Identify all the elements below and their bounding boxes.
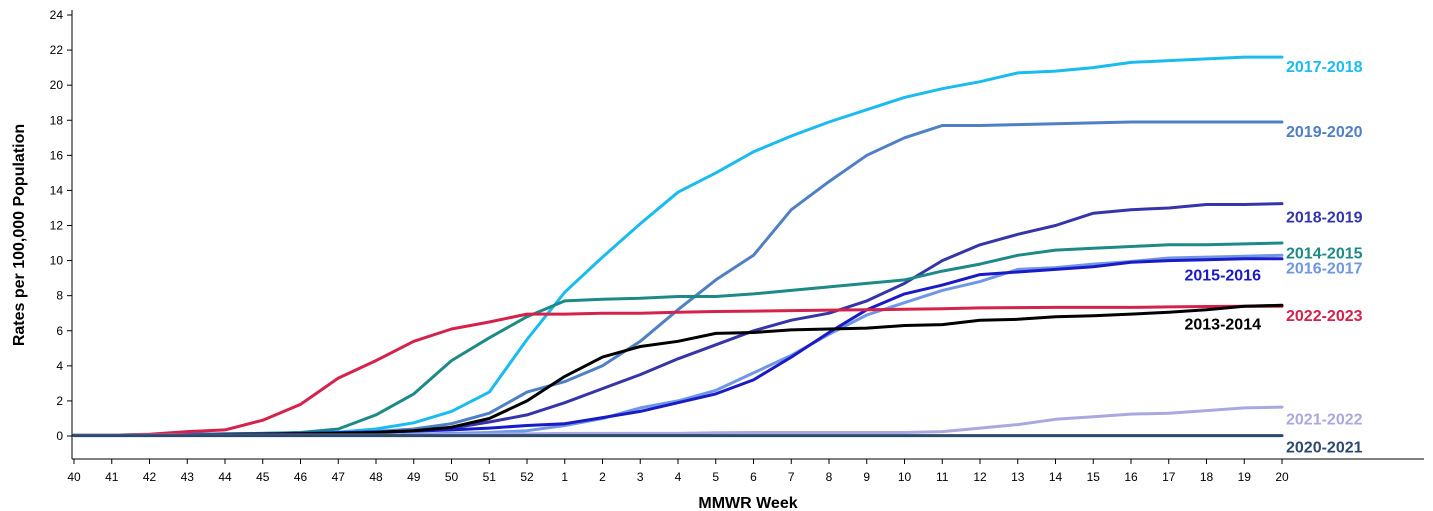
x-tick-label: 46 — [294, 470, 308, 484]
y-tick-label: 12 — [50, 219, 64, 233]
y-tick-label: 14 — [50, 183, 64, 197]
series-labels: 2017-2018 2019-2020 2018-2019 2014-20152016… — [1184, 59, 1362, 457]
series-label-2021-2022: 2021-2022 — [1286, 411, 1363, 428]
x-tick-label: 16 — [1124, 470, 1138, 484]
y-tick-label: 18 — [50, 113, 64, 127]
series-line-2017-2018 — [72, 55, 1284, 437]
series-line-2022-2023 — [72, 304, 1284, 437]
x-tick-label: 2 — [599, 470, 606, 484]
x-tick-label: 5 — [712, 470, 719, 484]
series-label-2018-2019: 2018-2019 — [1286, 210, 1363, 227]
x-tick-label: 6 — [750, 470, 757, 484]
y-tick-label: 10 — [50, 254, 64, 268]
series-label-2019-2020: 2019-2020 — [1286, 124, 1363, 141]
y-tick-label: 22 — [50, 43, 64, 57]
x-tick-label: 1 — [561, 470, 568, 484]
x-tick-label: 45 — [256, 470, 270, 484]
x-tick-label: 17 — [1162, 470, 1176, 484]
series-line-2016-2017 — [72, 253, 1284, 437]
x-tick-label: 19 — [1238, 470, 1252, 484]
x-tick-label: 20 — [1275, 470, 1289, 484]
y-tick-label: 16 — [50, 148, 64, 162]
x-tick-label: 50 — [445, 470, 459, 484]
series-label-2022-2023: 2022-2023 — [1286, 308, 1363, 325]
series-lines — [72, 55, 1284, 438]
x-tick-label: 15 — [1087, 470, 1101, 484]
x-tick-label: 10 — [898, 470, 912, 484]
x-tick-label: 7 — [788, 470, 795, 484]
y-tick-label: 4 — [56, 359, 63, 373]
series-label-2015-2016: 2015-2016 — [1184, 268, 1261, 285]
series-label-2016-2017: 2016-2017 — [1286, 261, 1363, 278]
x-tick-label: 44 — [218, 470, 232, 484]
x-axis-title: MMWR Week — [698, 495, 797, 511]
y-tick-label: 20 — [50, 78, 64, 92]
series-label-2017-2018: 2017-2018 — [1286, 59, 1363, 76]
x-tick-label: 42 — [143, 470, 157, 484]
series-line-2015-2016 — [72, 257, 1284, 437]
series-label-2014-2015: 2014-2015 — [1286, 246, 1363, 263]
x-tick-label: 8 — [826, 470, 833, 484]
x-tick-label: 9 — [863, 470, 870, 484]
series-line-2019-2020 — [72, 120, 1284, 437]
x-tick-label: 4 — [675, 470, 682, 484]
x-tick-label: 14 — [1049, 470, 1063, 484]
x-tick-label: 49 — [407, 470, 421, 484]
series-label-2020-2021: 2020-2021 — [1286, 440, 1363, 457]
y-tick-label: 2 — [56, 394, 63, 408]
x-tick-label: 40 — [67, 470, 81, 484]
x-tick-label: 51 — [483, 470, 497, 484]
y-tick-label: 0 — [56, 429, 63, 443]
x-tick-label: 41 — [105, 470, 119, 484]
x-tick-label: 47 — [332, 470, 346, 484]
x-tick-label: 13 — [1011, 470, 1025, 484]
x-tick-label: 18 — [1200, 470, 1214, 484]
x-tick-label: 52 — [520, 470, 534, 484]
x-tick-label: 43 — [181, 470, 195, 484]
y-axis-title: Rates per 100,000 Population — [11, 124, 28, 346]
x-tick-label: 11 — [936, 470, 949, 484]
y-tick-label: 8 — [56, 289, 63, 303]
series-label-2013-2014: 2013-2014 — [1184, 317, 1261, 334]
series-line-2014-2015 — [72, 241, 1284, 437]
x-tick-label: 12 — [973, 470, 987, 484]
y-tick-label: 24 — [50, 8, 64, 22]
x-tick-label: 3 — [637, 470, 644, 484]
y-tick-label: 6 — [56, 324, 63, 338]
x-tick-label: 48 — [369, 470, 383, 484]
